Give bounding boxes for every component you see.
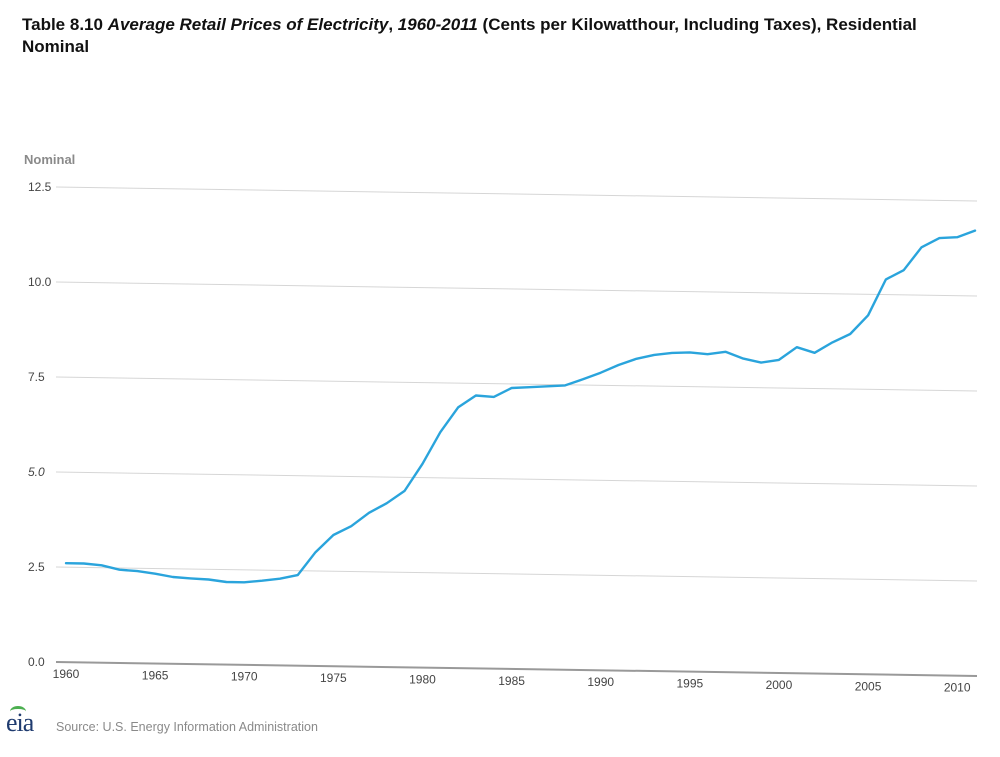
x-tick-label: 1995 [676,677,703,691]
y-tick-label: 2.5 [28,560,45,574]
y-tick-label: 7.5 [28,370,45,384]
title-middle: , [388,15,398,34]
title-italic-years: 1960-2011 [397,15,478,34]
eia-logo-icon: eia [6,706,34,738]
y-axis-label: Nominal [24,152,76,167]
title-italic-main: Average Retail Prices of Electricity [107,15,389,34]
y-tick-label: 5.0 [28,465,45,479]
series-group [64,229,977,584]
y-tick-label: 12.5 [28,180,52,194]
grid-lines [55,186,978,677]
grid-line [55,471,978,487]
y-tick-label: 10.0 [28,275,52,289]
x-tick-label: 1990 [587,675,614,689]
source-note: Source: U.S. Energy Information Administ… [56,720,318,734]
x-tick-label: 1960 [53,667,80,681]
x-tick-label: 2005 [855,679,882,693]
x-tick-labels: 1960 1965 1970 1975 1980 1985 1990 1995 2000 2005… [53,667,971,695]
y-tick-label: 0.0 [28,655,45,669]
x-axis-baseline [55,661,978,677]
x-tick-label: 1970 [231,670,258,684]
logo-swoosh [10,706,26,717]
title-prefix: Table 8.10 [22,15,108,34]
title-suffix: (Cents per Kilowatthour, Including Taxes… [22,15,917,56]
grid-line [55,566,978,582]
grid-line [55,186,978,202]
x-tick-label: 1965 [142,668,169,682]
chart-title: Table 8.10 Average Retail Prices of Elec… [22,14,922,58]
grid-line [55,281,978,297]
x-tick-label: 1975 [320,671,347,685]
series-line [64,229,977,584]
x-tick-label: 2010 [944,681,971,695]
grid-line [55,376,978,392]
x-tick-label: 2000 [766,678,793,692]
y-tick-labels: 0.0 2.5 7.5 10.0 12.5 5.0 [28,180,52,669]
x-tick-label: 1985 [498,674,525,688]
x-tick-label: 1980 [409,672,436,686]
